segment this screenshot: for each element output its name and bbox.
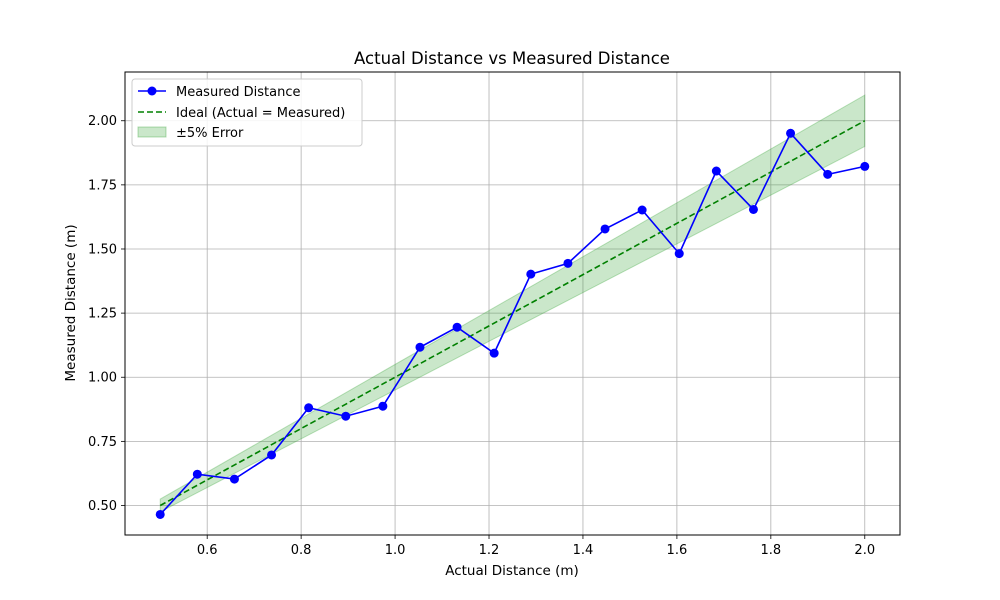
y-axis-label: Measured Distance (m) [63,224,79,381]
measured-point [304,403,314,413]
x-tick-label: 1.4 [573,543,594,558]
x-tick-label: 0.6 [197,543,218,558]
measured-point [637,205,647,215]
measured-point [192,469,202,479]
measured-point [711,166,721,176]
x-tick-label: 2.0 [854,543,875,558]
measured-point [600,224,610,234]
x-tick-label: 0.8 [291,543,312,558]
measured-point [378,401,388,411]
measured-point [155,509,165,519]
x-tick-label: 1.6 [667,543,688,558]
measured-point [563,258,573,268]
measured-point [489,348,499,358]
measured-point [341,411,351,421]
legend-ideal-label: Ideal (Actual = Measured) [176,106,345,121]
legend-measured-label: Measured Distance [176,85,300,100]
axes-frame [124,71,901,536]
measured-point [452,322,462,332]
measured-point [786,128,796,138]
measured-point [674,249,684,259]
plot-area: 0.6 0.8 1.0 1.2 1.4 1.6 1.8 2.0 0.50 0.75 1.00 1.25… [88,71,901,558]
legend-band-swatch [137,126,167,138]
x-tick-label: 1.8 [760,543,781,558]
measured-point [415,342,425,352]
x-tick-label: 1.2 [479,543,500,558]
y-tick-label: 0.50 [88,499,117,514]
measured-point [526,269,536,279]
measured-point [860,161,870,171]
error-band [159,94,866,513]
legend-measured-marker [147,86,157,96]
y-tick-label: 1.00 [88,371,117,386]
measured-point [229,474,239,484]
x-tick-label: 1.0 [385,543,406,558]
y-tick-label: 2.00 [88,114,117,129]
legend-box [131,78,363,147]
y-tick-label: 0.75 [88,435,117,450]
measured-point [823,169,833,179]
y-tick-label: 1.50 [88,242,117,257]
chart-title: Actual Distance vs Measured Distance [354,49,670,68]
x-axis-label: Actual Distance (m) [445,563,579,579]
y-tick-label: 1.25 [88,307,117,322]
measured-point [748,204,758,214]
measured-point [267,450,277,460]
legend-band-label: ±5% Error [176,126,244,141]
legend: Measured Distance Ideal (Actual = Measure… [131,78,363,147]
y-tick-label: 1.75 [88,178,117,193]
measured-line [159,131,865,516]
